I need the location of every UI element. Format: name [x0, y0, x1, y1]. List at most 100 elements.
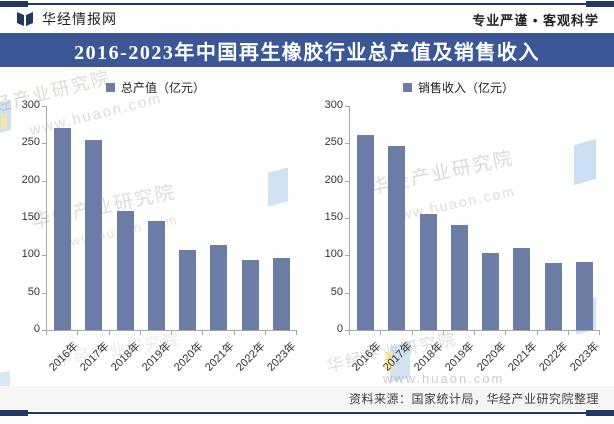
bar-2020: [482, 253, 500, 330]
y-axis-label: 50: [27, 285, 40, 298]
plot-area: [46, 106, 297, 331]
y-axis-label: 0: [336, 323, 343, 335]
top-rule-right-cap: [586, 1, 614, 7]
legend-marker: [402, 83, 412, 92]
bar-2019: [450, 224, 468, 330]
bar-2016: [357, 135, 375, 330]
legend-label: 总产值（亿元）: [120, 81, 205, 95]
y-axis-tick: [42, 106, 46, 107]
x-axis-tick: [202, 331, 204, 335]
x-axis-tick: [264, 331, 266, 335]
brand: 华经情报网: [15, 9, 117, 29]
x-axis-tick: [108, 331, 110, 335]
bar-slot: [47, 106, 78, 330]
source-note: 资料来源：国家统计局，华经产业研究院整理: [348, 392, 599, 406]
bar-2022: [241, 259, 259, 330]
y-axis-tick: [345, 292, 349, 294]
y-axis-label: 0: [33, 323, 40, 335]
x-axis-tick: [567, 331, 569, 335]
y-axis-tick: [345, 255, 349, 257]
bar-slot: [506, 106, 537, 330]
chart-total-output-value: 总产值（亿元） 300 250 200 150 100 50 0 2016年 2017年 2018…: [4, 70, 307, 385]
bar-2023: [575, 262, 593, 330]
plot-area: [349, 106, 600, 331]
bar-slot: [78, 106, 109, 330]
header-bar: 华经情报网 专业严谨 • 客观科学: [0, 7, 614, 31]
bar-slot: [172, 106, 203, 330]
bar-slot: [203, 106, 234, 330]
y-axis-label: 150: [21, 211, 40, 223]
y-axis-tick: [345, 143, 349, 145]
footer-band: [0, 386, 614, 411]
bar-slot: [538, 106, 569, 330]
bar-2017: [85, 140, 103, 330]
bar-slot: [569, 106, 600, 330]
legend: 销售收入（亿元）: [307, 79, 610, 96]
y-axis-tick: [42, 143, 46, 145]
x-axis-tick: [46, 331, 47, 335]
charts-row: 总产值（亿元） 300 250 200 150 100 50 0 2016年 2017年 2018…: [4, 70, 610, 385]
bar-2016: [54, 128, 72, 330]
y-axis-label: 50: [330, 285, 343, 298]
x-axis-tick: [233, 331, 235, 335]
bar-2023: [272, 258, 290, 330]
y-axis-tick: [42, 292, 46, 294]
y-axis-label: 200: [21, 173, 40, 186]
bar-2017: [388, 145, 406, 330]
bar-2021: [210, 244, 228, 330]
x-axis-tick: [380, 331, 382, 335]
bar-slot: [350, 106, 381, 330]
bar-2019: [147, 221, 165, 330]
x-axis-tick: [296, 331, 297, 335]
bar-2020: [179, 250, 197, 330]
bar-slot: [141, 106, 172, 330]
title-banner: 2016-2023年中国再生橡胶行业总产值及销售收入: [0, 33, 614, 67]
y-axis-label: 250: [21, 136, 40, 149]
y-axis-tick: [42, 255, 46, 257]
y-axis-label: 100: [21, 248, 40, 261]
y-axis-label: 300: [324, 99, 343, 111]
x-axis-tick: [139, 331, 141, 335]
y-axis-label: 100: [324, 248, 343, 261]
page-title: 2016-2023年中国再生橡胶行业总产值及销售收入: [74, 41, 540, 64]
y-axis-label: 250: [324, 136, 343, 149]
legend-label: 销售收入（亿元）: [417, 81, 514, 95]
y-axis-label: 300: [21, 99, 40, 111]
y-axis-tick: [42, 180, 46, 182]
brand-name: 华经情报网: [42, 11, 117, 27]
bar-slot: [381, 106, 412, 330]
bar-2018: [419, 214, 437, 330]
bar-slot: [475, 106, 506, 330]
bottom-border-rule: [0, 410, 614, 416]
x-axis-tick: [171, 331, 172, 335]
bar-2018: [116, 210, 134, 330]
chart-sales-revenue: 销售收入（亿元） 300 250 200 150 100 50 0 2016年 2017年 201…: [307, 70, 610, 385]
y-axis-label: 150: [324, 211, 343, 223]
y-axis-tick: [42, 218, 46, 219]
x-axis-tick: [599, 331, 600, 335]
y-axis-tick: [42, 330, 46, 331]
bar-2021: [513, 247, 531, 330]
x-axis-tick: [474, 331, 475, 335]
bar-slot: [110, 106, 141, 330]
bar-slot: [444, 106, 475, 330]
x-axis-tick: [349, 331, 350, 335]
header-slogan: 专业严谨 • 客观科学: [472, 12, 599, 28]
top-border-rule: [0, 1, 614, 7]
bottom-rule-right-cap: [586, 410, 614, 416]
y-axis-tick: [345, 180, 349, 182]
bar-2022: [544, 262, 562, 330]
legend: 总产值（亿元）: [4, 79, 307, 96]
y-axis-tick: [345, 106, 349, 107]
y-axis-label: 200: [324, 173, 343, 186]
y-axis-tick: [345, 330, 349, 331]
y-axis-tick: [345, 218, 349, 219]
x-axis-tick: [411, 331, 413, 335]
bar-slot: [266, 106, 297, 330]
x-axis-tick: [442, 331, 444, 335]
bar-slot: [413, 106, 444, 330]
legend-marker: [105, 83, 115, 92]
bottom-rule-left-cap: [0, 410, 28, 416]
bar-slot: [235, 106, 266, 330]
